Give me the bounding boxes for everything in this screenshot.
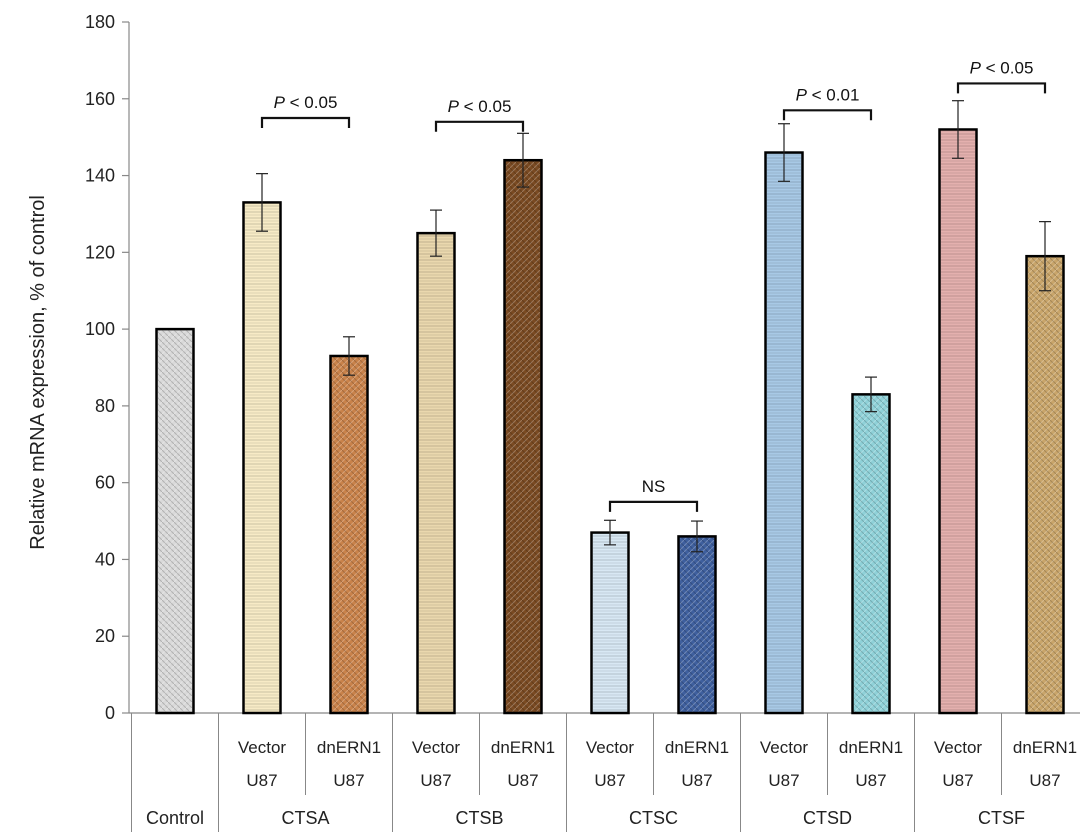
bar-texture	[593, 534, 627, 712]
bar-group	[764, 123, 804, 715]
bar-texture	[506, 161, 540, 712]
y-axis-label: Relative mRNA expression, % of control	[27, 195, 49, 550]
bars	[155, 100, 1065, 715]
group-label: CTSC	[629, 808, 678, 828]
bracket-line	[260, 116, 351, 128]
bar-label-line2: U87	[942, 771, 973, 790]
bar-label-line2: U87	[681, 771, 712, 790]
bracket-line	[434, 120, 525, 132]
bar-texture	[1028, 257, 1062, 712]
y-tick-label: 60	[95, 473, 115, 493]
bar-label-line2: U87	[594, 771, 625, 790]
significance-bracket: P < 0.01	[782, 85, 873, 121]
bar-group	[242, 173, 282, 715]
bar-texture	[767, 154, 801, 712]
bar-label-line2: U87	[333, 771, 364, 790]
bar-label-line1: dnERN1	[1013, 738, 1077, 757]
bar-label-line1: Vector	[760, 738, 809, 757]
bar-label-line2: U87	[855, 771, 886, 790]
bar-group	[677, 520, 717, 715]
bar-label-line2: U87	[507, 771, 538, 790]
bar-texture	[854, 395, 888, 712]
significance-label: P < 0.01	[796, 85, 860, 104]
bar-label-line1: dnERN1	[839, 738, 903, 757]
significance-bracket: NS	[608, 477, 699, 512]
significance-bracket: P < 0.05	[260, 93, 351, 128]
y-tick-label: 140	[85, 166, 115, 186]
bar-group	[329, 336, 369, 715]
bar-texture	[245, 203, 279, 712]
y-tick-label: 0	[105, 703, 115, 723]
bar-label-line1: Vector	[586, 738, 635, 757]
y-tick-label: 20	[95, 626, 115, 646]
bar-texture	[332, 357, 366, 712]
significance-label: P < 0.05	[274, 93, 338, 112]
bar-label-line2: U87	[768, 771, 799, 790]
significance-label: P < 0.05	[448, 97, 512, 116]
bar-texture	[158, 330, 192, 712]
bar-group	[503, 132, 543, 715]
bar-label-line2: U87	[420, 771, 451, 790]
bar-label-line1: Vector	[238, 738, 287, 757]
significance-label: NS	[642, 477, 666, 496]
bar-group	[155, 327, 195, 715]
group-label: CTSB	[455, 808, 503, 828]
bracket-line	[608, 500, 699, 512]
bar-label-line1: Vector	[412, 738, 461, 757]
significance-label: P < 0.05	[970, 58, 1034, 77]
bar-group	[1025, 221, 1065, 715]
y-tick-label: 40	[95, 549, 115, 569]
bar-label-line2: U87	[246, 771, 277, 790]
bar-texture	[941, 130, 975, 712]
y-tick-label: 80	[95, 396, 115, 416]
group-label: CTSF	[978, 808, 1025, 828]
bar-label-line1: dnERN1	[317, 738, 381, 757]
bar-label-line1: dnERN1	[665, 738, 729, 757]
bar-group	[938, 100, 978, 715]
bar-texture	[680, 537, 714, 712]
bracket-line	[956, 82, 1047, 94]
axes: 0 20 40 60 80 100 120 140 160 180 Relative mRNA ex…	[27, 12, 1080, 723]
bracket-line	[782, 109, 873, 121]
bar-label-line1: Vector	[934, 738, 983, 757]
bar-texture	[419, 234, 453, 712]
bar-label-line1: dnERN1	[491, 738, 555, 757]
y-tick-label: 120	[85, 242, 115, 262]
bar-group	[851, 376, 891, 715]
bar-group	[590, 519, 630, 715]
significance-bracket: P < 0.05	[434, 97, 525, 132]
group-label: CTSA	[281, 808, 329, 828]
y-tick-label: 100	[85, 319, 115, 339]
y-tick-label: 160	[85, 89, 115, 109]
significance-bracket: P < 0.05	[956, 58, 1047, 94]
bar-label-line2: U87	[1029, 771, 1060, 790]
y-tick-label: 180	[85, 12, 115, 32]
group-label: CTSD	[803, 808, 852, 828]
bar-group	[416, 209, 456, 715]
significance-annotations: P < 0.05 P < 0.05 NS P < 0.01 P < 0.05	[260, 58, 1047, 512]
group-label: Control	[146, 808, 204, 828]
category-labels: Vector U87 dnERN1 U87 Vector U87 dnERN1 U87 Vect…	[131, 713, 1077, 832]
